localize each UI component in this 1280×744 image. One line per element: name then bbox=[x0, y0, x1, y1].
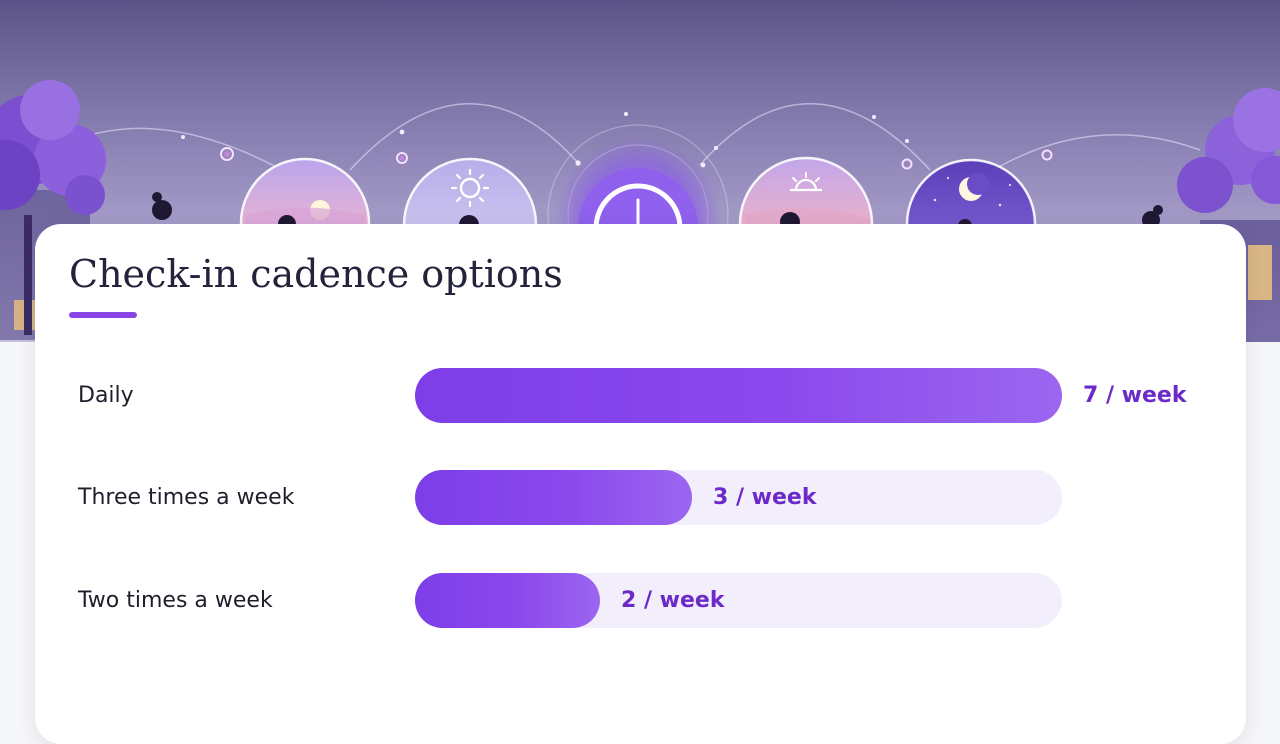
chart-card: Check-in cadence options Daily 7 / week Th… bbox=[35, 224, 1246, 744]
bar-track bbox=[415, 573, 1062, 628]
category-label: Two times a week bbox=[78, 587, 273, 613]
chart-title: Check-in cadence options bbox=[69, 252, 563, 296]
category-label: Daily bbox=[78, 382, 134, 408]
bar bbox=[415, 368, 1062, 423]
bar bbox=[415, 470, 692, 525]
bar-track bbox=[415, 368, 1062, 423]
category-label: Three times a week bbox=[78, 484, 295, 510]
title-underline bbox=[69, 312, 137, 318]
bar-chart: Daily 7 / week Three times a week 3 / week T… bbox=[35, 224, 1246, 720]
bar-track bbox=[415, 470, 1062, 525]
bar bbox=[415, 573, 600, 628]
value-label: 7 / week bbox=[1083, 382, 1187, 408]
value-label: 3 / week bbox=[713, 484, 817, 510]
value-label: 2 / week bbox=[621, 587, 725, 613]
